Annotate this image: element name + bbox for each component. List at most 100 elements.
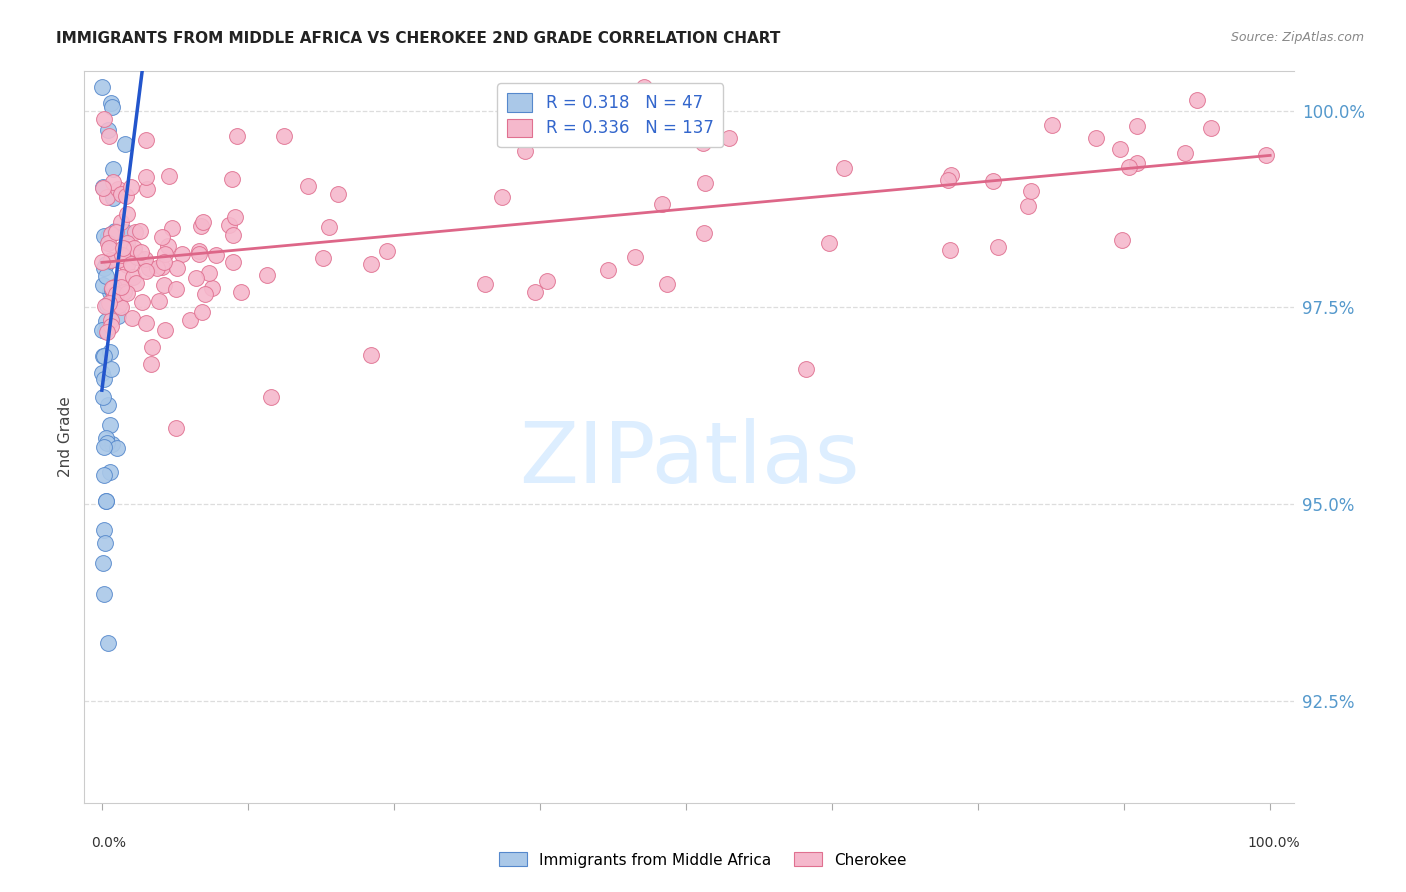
Point: [717, 130, 740, 145]
Point: [94, 269, 117, 284]
Point: [125, 250, 148, 264]
Point: [474, 277, 496, 292]
Point: [360, 256, 382, 270]
Point: [231, 285, 253, 299]
Point: [160, 220, 183, 235]
Point: [96, 190, 118, 204]
Point: [135, 182, 157, 196]
Point: [987, 239, 1010, 253]
Point: [100, 95, 122, 110]
Point: [93, 441, 115, 455]
Point: [150, 260, 173, 274]
Point: [131, 294, 153, 309]
Point: [221, 172, 243, 186]
Point: [150, 229, 173, 244]
Point: [115, 236, 138, 251]
Point: [624, 250, 647, 264]
Point: [98, 241, 121, 255]
Point: [97, 128, 120, 143]
Point: [101, 191, 124, 205]
Point: [375, 244, 398, 259]
Point: [93, 180, 115, 194]
Point: [153, 323, 176, 337]
Point: [125, 277, 148, 291]
Point: [91, 349, 114, 363]
Point: [97, 398, 120, 412]
Point: [94, 493, 117, 508]
Point: [108, 298, 131, 312]
Point: [796, 362, 818, 376]
Point: [91, 277, 114, 292]
Point: [179, 312, 201, 326]
Point: [157, 239, 180, 253]
Point: [120, 180, 142, 194]
Point: [98, 345, 121, 359]
Point: [218, 219, 240, 233]
Point: [104, 286, 127, 301]
Point: [519, 101, 541, 115]
Point: [981, 174, 1004, 188]
Point: [312, 251, 335, 265]
Point: [657, 277, 679, 292]
Point: [1019, 184, 1042, 198]
Point: [190, 305, 212, 319]
Legend: R = 0.318   N = 47, R = 0.336   N = 137: R = 0.318 N = 47, R = 0.336 N = 137: [498, 83, 724, 147]
Point: [110, 300, 132, 314]
Point: [170, 247, 193, 261]
Point: [141, 340, 163, 354]
Point: [93, 229, 115, 244]
Point: [194, 287, 217, 301]
Point: [94, 299, 117, 313]
Point: [224, 211, 246, 225]
Point: [93, 261, 115, 276]
Point: [260, 390, 283, 404]
Point: [1126, 119, 1149, 133]
Point: [1199, 120, 1222, 135]
Point: [631, 120, 654, 134]
Point: [91, 367, 114, 381]
Point: [834, 161, 856, 175]
Point: [107, 309, 129, 323]
Point: [91, 80, 114, 95]
Point: [110, 269, 132, 284]
Point: [96, 314, 118, 328]
Point: [115, 285, 138, 300]
Point: [1126, 156, 1149, 170]
Point: [104, 224, 127, 238]
Point: [135, 169, 157, 184]
Point: [93, 390, 115, 404]
Point: [115, 188, 138, 202]
Point: [101, 175, 124, 189]
Point: [166, 261, 188, 276]
Point: [100, 253, 122, 268]
Point: [103, 280, 125, 294]
Point: [121, 310, 143, 325]
Point: [297, 179, 319, 194]
Point: [273, 128, 295, 143]
Point: [101, 161, 124, 176]
Text: 100.0%: 100.0%: [1249, 836, 1301, 850]
Point: [93, 467, 115, 482]
Point: [114, 225, 136, 239]
Point: [491, 190, 513, 204]
Point: [93, 587, 115, 601]
Point: [107, 252, 129, 267]
Y-axis label: 2nd Grade: 2nd Grade: [58, 397, 73, 477]
Point: [191, 215, 214, 229]
Point: [98, 465, 121, 479]
Point: [1109, 142, 1132, 156]
Point: [222, 227, 245, 242]
Point: [93, 112, 115, 126]
Point: [112, 241, 135, 255]
Point: [1174, 146, 1197, 161]
Point: [1118, 160, 1140, 174]
Point: [693, 177, 716, 191]
Point: [134, 252, 156, 266]
Point: [184, 271, 207, 285]
Point: [205, 248, 228, 262]
Point: [692, 136, 714, 151]
Point: [166, 421, 188, 435]
Point: [936, 173, 959, 187]
Point: [103, 286, 125, 301]
Point: [94, 536, 117, 550]
